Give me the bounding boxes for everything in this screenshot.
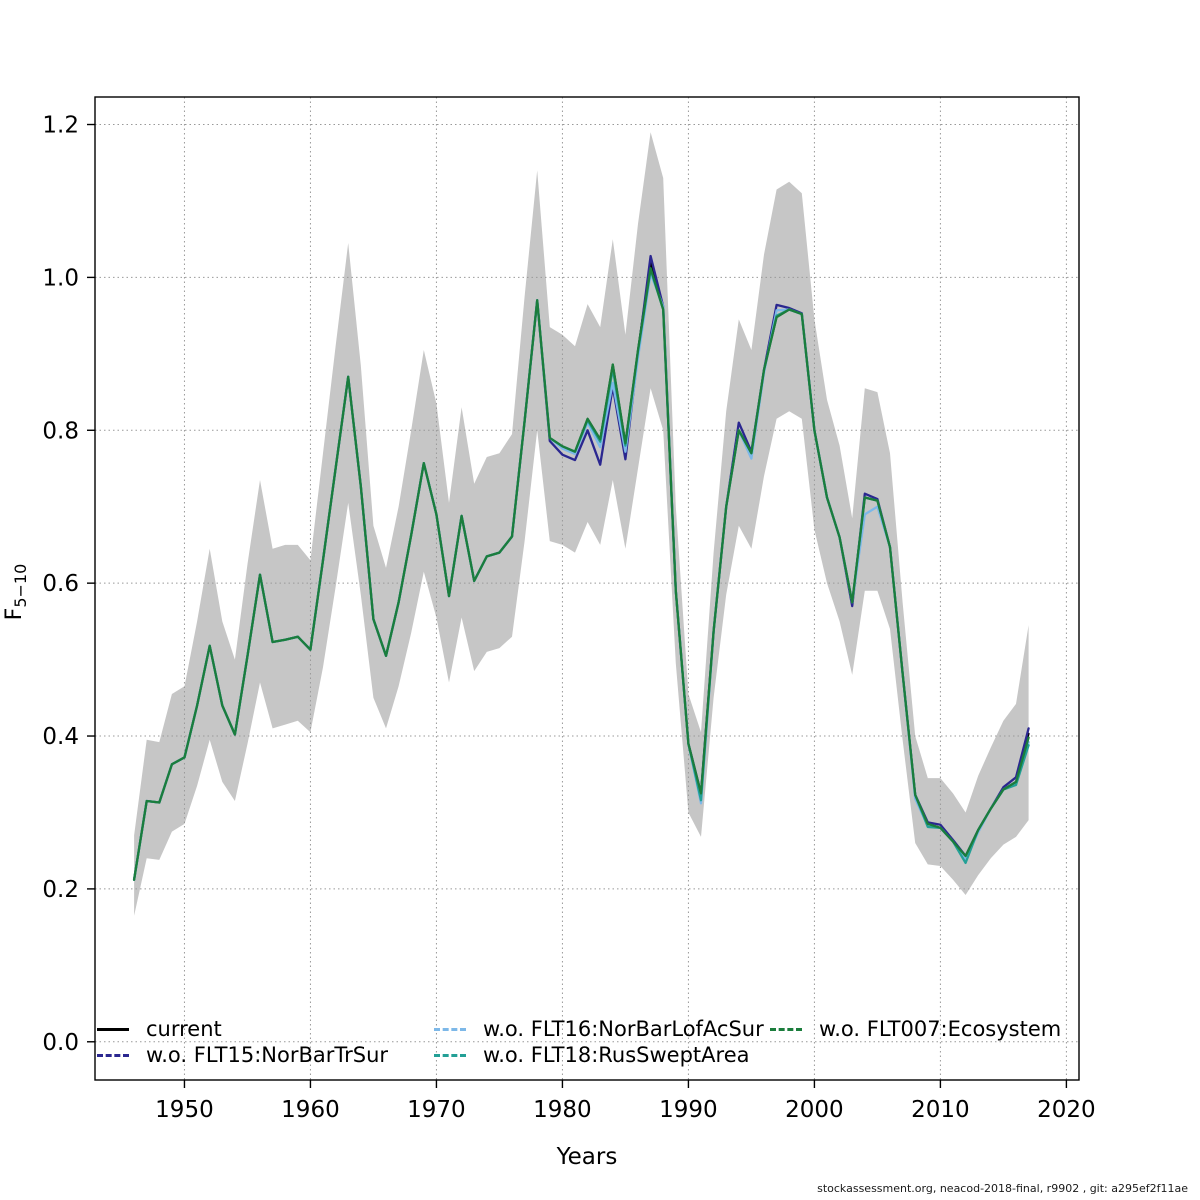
svg-text:1980: 1980 [533,1097,592,1123]
svg-text:0.4: 0.4 [42,724,79,750]
legend-line-sample-flt16 [434,1027,466,1031]
confidence-band [134,132,1029,916]
svg-text:2010: 2010 [911,1097,970,1123]
legend-item-flt15: w.o. FLT15:NorBarTrSur [97,1042,388,1068]
legend-item-flt18: w.o. FLT18:RusSweptArea [434,1042,749,1068]
legend-label: w.o. FLT16:NorBarLofAcSur [483,1017,764,1041]
gridlines [95,97,1079,1080]
plot-border [94,96,1080,1081]
legend-label: w.o. FLT18:RusSweptArea [483,1043,750,1067]
y-axis-label-subscript: 5−10 [11,563,30,608]
legend-label: w.o. FLT15:NorBarTrSur [146,1043,389,1067]
svg-text:1.2: 1.2 [42,113,79,139]
x-axis-label: Years [556,1144,618,1170]
legend-line-sample-flt007 [770,1027,802,1031]
svg-text:1990: 1990 [659,1097,718,1123]
legend-line-sample-flt18 [434,1053,466,1057]
svg-text:0.8: 0.8 [42,418,79,444]
legend-label: current [146,1017,222,1041]
footer-attribution: stockassessment.org, neacod-2018-final, … [817,1182,1188,1195]
legend-item-flt16: w.o. FLT16:NorBarLofAcSur [434,1016,764,1042]
svg-text:2000: 2000 [785,1097,844,1123]
svg-text:1960: 1960 [281,1097,340,1123]
legend-label: w.o. FLT007:Ecosystem [819,1017,1062,1041]
legend-line-sample-flt15 [97,1053,129,1057]
series-line-4 [132,267,1030,881]
axis-ticks [87,123,1068,1088]
svg-text:2020: 2020 [1037,1097,1096,1123]
svg-text:1970: 1970 [407,1097,466,1123]
x-tick-labels: 1950 1960 1970 1980 1990 2000 2010 2020 [155,1097,1095,1123]
svg-text:1950: 1950 [155,1097,214,1123]
svg-text:0.2: 0.2 [42,877,79,903]
svg-text:1.0: 1.0 [42,265,79,291]
svg-text:0.0: 0.0 [42,1030,79,1056]
legend-item-current: current [97,1016,222,1042]
y-tick-labels: 0.0 0.2 0.4 0.6 0.8 1.0 1.2 [42,113,79,1056]
legend-item-flt007: w.o. FLT007:Ecosystem [770,1016,1061,1042]
svg-text:0.6: 0.6 [42,571,79,597]
legend-line-sample-current [97,1027,129,1031]
y-axis-label: F5−10 [2,563,30,621]
